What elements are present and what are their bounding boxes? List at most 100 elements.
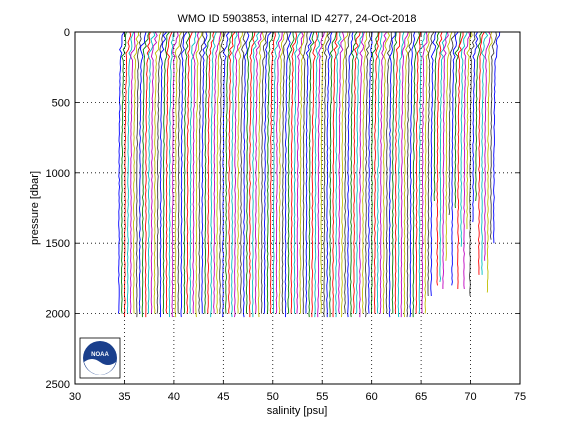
profile-line (376, 32, 383, 314)
profile-line (234, 31, 241, 318)
profile-line (486, 31, 493, 293)
profile-line (466, 31, 473, 230)
profile-line (332, 31, 338, 318)
profile-line (260, 31, 268, 314)
profile-line (293, 31, 302, 314)
profile-line (320, 31, 329, 314)
profile-line (385, 32, 393, 314)
x-tick-label: 75 (514, 391, 526, 403)
profile-line (219, 31, 226, 314)
profile-line (433, 31, 440, 202)
profile-line (207, 31, 215, 314)
profile-line (472, 31, 479, 223)
profile-line (281, 31, 289, 314)
y-axis-label: pressure [dbar] (29, 171, 41, 245)
profile-line (481, 31, 489, 275)
profile-line (201, 31, 208, 314)
profile-line (353, 31, 361, 314)
profile-line (489, 31, 497, 240)
x-axis: 30 35 40 45 50 55 60 65 70 75 (69, 32, 526, 403)
y-axis: 0 500 1000 1500 2000 2500 (46, 27, 520, 391)
x-tick-label: 55 (316, 391, 328, 403)
y-tick-label: 0 (64, 27, 70, 39)
profile-line (469, 31, 476, 297)
profile-line (177, 31, 185, 314)
x-tick-label: 40 (168, 391, 180, 403)
profile-line (141, 31, 150, 318)
profiles (117, 31, 501, 318)
x-tick-label: 65 (415, 391, 427, 403)
profile-line (311, 31, 318, 318)
x-tick-label: 35 (118, 391, 130, 403)
profile-line (299, 31, 306, 314)
profile-line (388, 31, 396, 318)
profile-line (135, 31, 142, 318)
profile-line (439, 31, 448, 282)
profile-line (225, 31, 233, 314)
profile-line (335, 31, 342, 318)
profile-line (424, 31, 430, 314)
y-tick-label: 500 (52, 97, 70, 109)
profile-line (210, 31, 217, 318)
x-tick-label: 50 (267, 391, 279, 403)
profile-line (147, 31, 156, 314)
profile-line (397, 31, 405, 318)
profile-line (213, 31, 222, 314)
profile-line (305, 31, 313, 314)
profile-line (415, 31, 421, 314)
profile-line (341, 31, 349, 318)
x-tick-label: 70 (464, 391, 476, 403)
profile-line (317, 31, 325, 318)
profile-line (370, 31, 379, 314)
grid (75, 32, 520, 384)
profile-line (156, 31, 164, 314)
profile-line (132, 31, 140, 314)
profile-line (406, 31, 413, 318)
y-tick-label: 2000 (46, 309, 70, 321)
profile-line (183, 31, 191, 314)
profile-line (121, 31, 127, 314)
profile-line (338, 31, 345, 314)
x-tick-label: 45 (217, 391, 229, 403)
profile-line (359, 31, 365, 318)
profile-line (391, 31, 398, 314)
profile-line (400, 31, 409, 318)
profile-line (189, 31, 197, 314)
y-tick-label: 1000 (46, 168, 70, 180)
profile-line (427, 31, 435, 297)
profile-line (272, 31, 280, 314)
plot-frame (74, 31, 521, 385)
profile-line (153, 31, 162, 314)
profile-line (126, 31, 135, 314)
profile-line (242, 31, 250, 318)
profile-line (412, 31, 420, 318)
profile-line (493, 31, 501, 244)
profile-line (257, 31, 265, 318)
profile-line (263, 31, 272, 314)
profile-line (379, 31, 388, 314)
noaa-logo-text: NOAA (91, 352, 109, 358)
profile-line (457, 31, 464, 290)
profile-line (356, 31, 364, 314)
profile-line (278, 31, 286, 314)
profile-line (284, 31, 292, 318)
profile-line (237, 31, 243, 314)
profile-line (484, 31, 492, 261)
profile-line (269, 31, 276, 314)
profile-line (344, 31, 351, 314)
profile-line (347, 31, 354, 318)
profile-line (159, 31, 168, 318)
profile-line (323, 31, 332, 318)
profile-line (216, 31, 223, 314)
profile-line (421, 31, 428, 314)
profile-line (266, 31, 275, 314)
x-axis-label: salinity [psu] (267, 405, 328, 417)
x-tick-label: 60 (366, 391, 378, 403)
noaa-logo: NOAA (79, 337, 121, 379)
y-tick-label: 2500 (46, 379, 70, 391)
profile-line (171, 31, 179, 318)
profile-line (478, 31, 485, 275)
profile-line (463, 31, 471, 290)
profile-line (454, 31, 462, 209)
